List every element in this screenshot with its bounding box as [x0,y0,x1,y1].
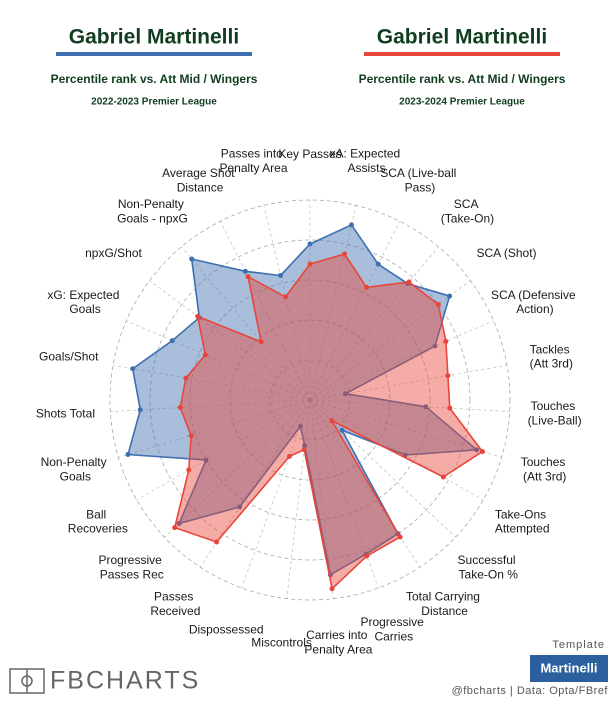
title-left: Gabriel Martinelli [69,26,239,49]
axis-label: SCA (Take-On) [441,197,494,225]
radar-point [440,474,446,480]
radar-point [286,453,292,459]
radar-point [203,457,209,463]
axis-label: Passes Received [150,590,200,618]
axis-label: SCA (Shot) [477,246,537,260]
radar-point [258,339,264,345]
radar-point [432,343,438,349]
axis-label: Progressive Passes Rec [98,553,165,581]
axis-label: xG: Expected Goals [47,288,122,316]
axis-label: Successful Take-On % [458,553,519,581]
grid-circle [229,319,391,481]
season-right: 2023-2024 Premier League [399,97,525,108]
radar-point [302,443,308,449]
radar-point [445,373,451,379]
template-name: Martinelli [540,660,597,675]
brand: FBCHARTS [50,667,200,695]
radar-point [297,423,303,429]
radar-point [443,338,449,344]
radar-point [301,447,307,453]
radar-point [406,279,412,285]
axis-label: Average Shot Distance [162,166,238,194]
radar-point [307,241,313,247]
radar-point [329,418,335,424]
axis-label: Total Carrying Distance [406,590,483,618]
axis-label: Key Passes [278,147,341,161]
radar-point [189,256,195,262]
grid-circle [189,279,431,521]
radar-point [329,586,335,592]
radar-point [172,525,178,531]
radar-point [447,293,453,299]
radar-point [195,313,201,319]
radar-point [130,366,136,372]
radar-area [173,253,484,591]
season-left: 2022-2023 Premier League [91,97,217,108]
radar-point [342,391,348,397]
radar-point [342,251,348,257]
axis-label: npxG/Shot [85,246,142,260]
axis-label: SCA (Live-ball Pass) [380,166,459,194]
radar-point [137,407,143,413]
radar-point [186,467,192,473]
radar-point [125,451,131,457]
axis-label: SCA (Defensive Action) [491,288,579,316]
radar-point [245,274,251,280]
radar-point [307,261,313,267]
radar-point [169,338,175,344]
credit: @fbcharts | Data: Opta/FBref [452,685,609,697]
radar-point [283,294,289,300]
axis-label: Dispossessed [189,622,264,636]
axis-label: Touches (Live-Ball) [528,399,582,427]
radar-point [237,504,243,510]
axis-label: Miscontrols [251,636,312,650]
radar-point [277,272,283,278]
axis-label: Ball Recoveries [68,507,128,535]
radar-point [435,301,441,307]
axis-label: Touches (Att 3rd) [521,455,569,483]
radar-point [364,284,370,290]
template-label: Template [552,639,605,651]
grid-circle [109,199,511,601]
radar-point [423,404,429,410]
axis-label: Non-Penalty Goals - npxG [117,197,188,225]
radar-point [479,449,485,455]
header-underline [364,52,560,56]
axis-label: Shots Total [36,406,95,420]
header-underline [56,52,252,56]
subtitle-right: Percentile rank vs. Att Mid / Wingers [359,72,566,86]
template-box [530,655,608,682]
radar-point [188,433,194,439]
radar-point [349,222,355,228]
radar-point [339,427,345,433]
title-right: Gabriel Martinelli [377,26,547,49]
grid-circle [269,359,351,441]
radar-point [375,261,381,267]
axis-label: Carries into Penalty Area [304,628,372,656]
radar-point [202,352,208,358]
axis-label: xA: Expected Assists [329,147,403,175]
radar-point [214,539,220,545]
radar-point [397,534,403,540]
grid-circle [149,239,471,561]
radar-point [364,553,370,559]
axis-label: Goals/Shot [39,350,99,364]
axis-label: Progressive Carries [360,615,427,643]
radar-point [176,521,182,527]
axis-label: Tackles (Att 3rd) [530,342,573,370]
axis-label: Take-Ons Attempted [495,507,550,535]
subtitle-left: Percentile rank vs. Att Mid / Wingers [51,72,258,86]
radar-point [474,447,480,453]
axis-label: Non-Penalty Goals [41,455,110,483]
radar-point [183,375,189,381]
axis-label: Passes into Penalty Area [219,147,287,175]
radar-point [177,405,183,411]
radar-point [242,268,248,274]
radar-point [447,405,453,411]
logo-circle [21,675,33,687]
